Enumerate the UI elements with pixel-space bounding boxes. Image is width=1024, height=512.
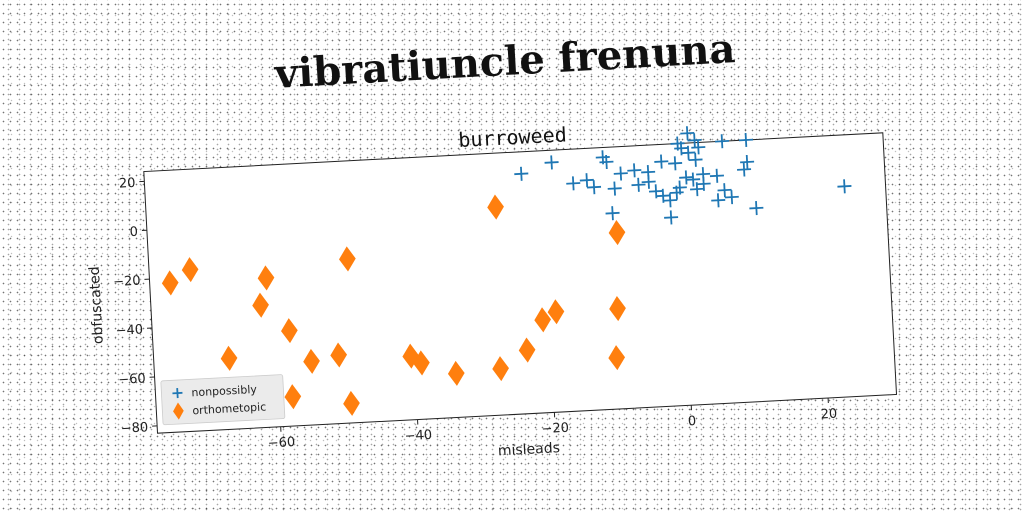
x-axis-label: misleads — [497, 440, 560, 459]
diamond-point — [330, 342, 348, 368]
x-tick-label: −20 — [541, 421, 569, 437]
plus-point — [587, 180, 602, 195]
diamond-point — [608, 220, 626, 246]
plus-point — [668, 156, 683, 171]
plus-point — [717, 183, 732, 198]
plus-point — [627, 163, 642, 178]
x-tick-label: 20 — [820, 407, 837, 423]
diamond-point — [343, 390, 360, 416]
plus-point — [681, 145, 696, 160]
y-tick-label: −60 — [118, 371, 146, 387]
diamond-point — [284, 384, 302, 410]
legend-box — [160, 374, 286, 426]
plus-point — [514, 166, 529, 181]
diamond-point — [534, 307, 552, 333]
axis-ticks: −60 −40 −20 0 20 20 0 −20 −40 −60 −80 — [113, 176, 838, 452]
plus-point — [641, 174, 656, 189]
plus-point — [687, 133, 702, 148]
diamond-point — [252, 292, 269, 318]
diamond-point — [339, 246, 356, 272]
axes-frame — [143, 132, 898, 434]
plus-point — [737, 162, 752, 177]
plus-point — [566, 176, 581, 191]
plus-point — [738, 132, 753, 148]
plus-point — [714, 134, 730, 149]
diamond-point — [220, 345, 238, 371]
plus-point — [631, 177, 646, 192]
legend: nonpossibly orthometopic — [160, 374, 286, 426]
plus-point — [711, 193, 726, 208]
plus-point — [670, 136, 685, 151]
plus-point — [679, 170, 694, 185]
plus-point — [599, 154, 614, 170]
legend-label-orthometopic: orthometopic — [192, 400, 266, 417]
y-tick-label: −80 — [120, 420, 148, 436]
plus-point — [605, 206, 620, 221]
plus-point — [664, 210, 679, 225]
x-tick-label: −60 — [267, 435, 295, 451]
diamond-point — [447, 360, 465, 386]
legend-label-nonpossibly: nonpossibly — [191, 383, 258, 399]
y-axis-label: obfuscated — [87, 266, 107, 345]
y-tick-label: 0 — [129, 225, 138, 240]
diamond-point — [303, 348, 320, 374]
chart-title: burroweed — [458, 122, 567, 152]
plus-point — [680, 126, 695, 141]
series-orthometopic — [161, 194, 626, 416]
x-tick-label: −40 — [404, 428, 432, 444]
plus-point — [696, 176, 711, 191]
plus-point — [724, 190, 739, 205]
diamond-point — [161, 270, 179, 296]
plus-point — [837, 179, 852, 194]
plus-point — [579, 173, 594, 188]
y-tick-label: −20 — [113, 274, 141, 290]
plus-point — [669, 185, 684, 200]
plus-point — [654, 154, 669, 169]
plus-point — [709, 168, 724, 183]
plus-point — [663, 193, 678, 208]
diamond-point — [518, 337, 536, 363]
plus-point — [686, 172, 701, 187]
data-points — [161, 126, 852, 416]
plus-point — [740, 154, 755, 170]
plus-point — [613, 166, 628, 181]
diamond-point — [181, 257, 199, 283]
x-tick-label: 0 — [688, 414, 697, 429]
plus-point — [607, 181, 622, 196]
diamond-point — [413, 350, 430, 376]
plus-point — [691, 140, 706, 155]
plus-point — [544, 155, 559, 170]
legend-plus-icon — [172, 388, 183, 399]
series-nonpossibly — [514, 126, 852, 225]
y-tick-label: 20 — [118, 176, 135, 192]
diamond-point — [608, 345, 626, 371]
diamond-point — [487, 194, 504, 220]
diamond-point — [492, 356, 509, 382]
y-tick-label: −40 — [115, 323, 143, 339]
diamond-point — [281, 318, 298, 344]
plus-point — [688, 152, 703, 167]
diamond-point — [257, 265, 275, 291]
legend-diamond-icon — [173, 402, 184, 420]
diamond-point — [547, 299, 565, 325]
diamond-point — [609, 296, 626, 322]
plus-point — [749, 201, 764, 216]
